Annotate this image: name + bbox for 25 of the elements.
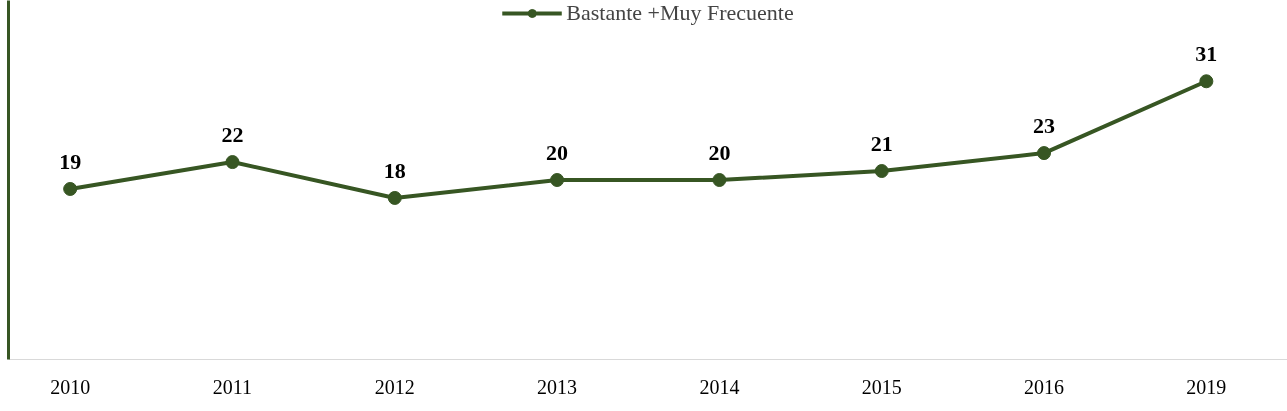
x-tick-label: 2014 xyxy=(699,375,740,398)
data-label: 23 xyxy=(1033,113,1056,139)
data-label: 19 xyxy=(59,148,82,174)
data-label: 20 xyxy=(708,140,731,165)
point xyxy=(387,190,402,205)
point xyxy=(712,173,727,187)
data-label: 18 xyxy=(383,157,406,183)
x-tick-label: 2016 xyxy=(1024,375,1065,398)
point xyxy=(225,155,240,170)
point xyxy=(1037,146,1052,161)
data-label: 31 xyxy=(1195,41,1218,67)
x-tick-label: 2011 xyxy=(212,375,253,398)
x-tick-label: 2015 xyxy=(861,375,902,398)
data-label: 21 xyxy=(870,131,893,157)
data-label: 20 xyxy=(546,140,569,165)
x-tick-label: 2019 xyxy=(1186,375,1227,398)
legend-label: Bastante +Muy Frecuente xyxy=(566,0,794,26)
x-tick-label: 2010 xyxy=(50,375,91,398)
data-label: 22 xyxy=(221,122,244,148)
point xyxy=(550,173,565,187)
x-tick-label: 2013 xyxy=(537,375,578,398)
point xyxy=(1199,74,1214,89)
point xyxy=(874,164,889,179)
point xyxy=(63,181,78,196)
x-tick-label: 2012 xyxy=(374,375,415,398)
